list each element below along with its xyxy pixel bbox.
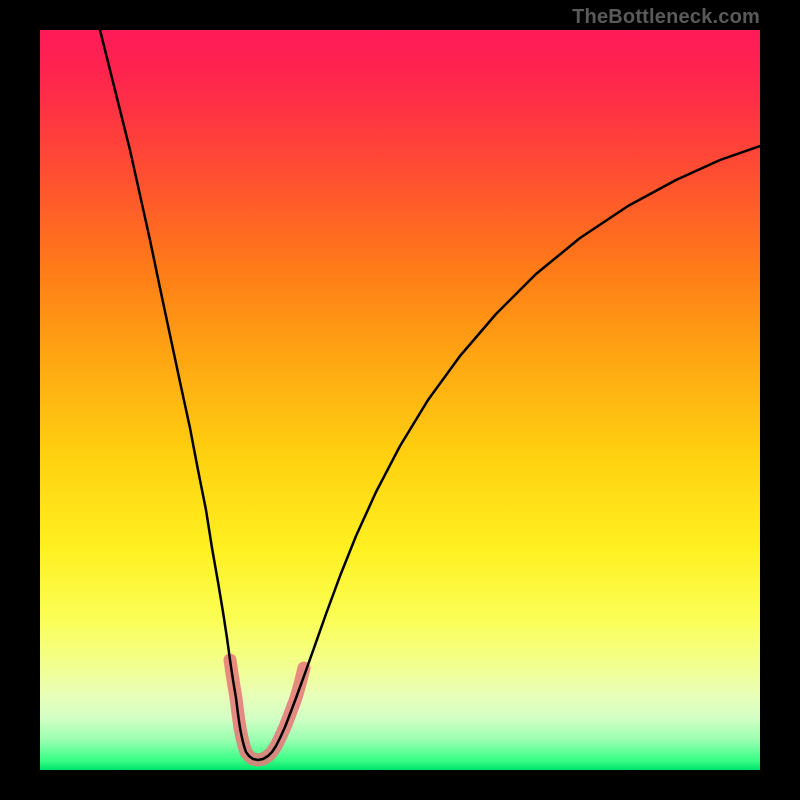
plot-area bbox=[40, 30, 760, 770]
main-curve bbox=[100, 30, 760, 760]
marker-band bbox=[230, 660, 304, 760]
curve-layer bbox=[40, 30, 760, 770]
chart-container: TheBottleneck.com bbox=[0, 0, 800, 800]
watermark-text: TheBottleneck.com bbox=[572, 6, 760, 29]
